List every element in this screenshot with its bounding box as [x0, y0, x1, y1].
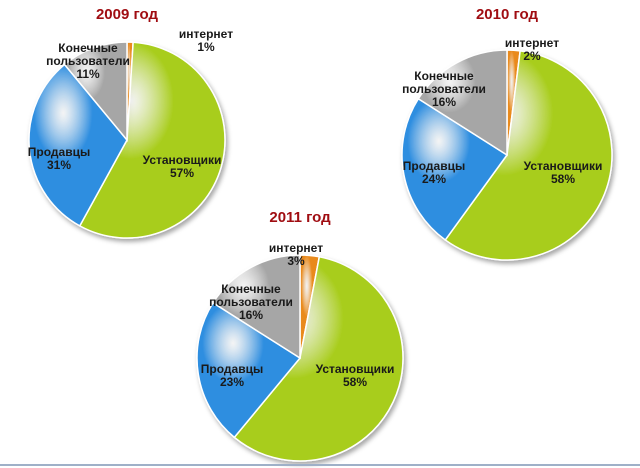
slice-label-installers: Установщики 58% [316, 362, 395, 389]
chart-title: 2010 год [476, 6, 539, 23]
pie-slice-end_users [417, 49, 508, 157]
pie-slice-installers [233, 255, 404, 462]
slice-label-internet: интернет 1% [179, 27, 233, 54]
pie-slice-installers [444, 49, 613, 261]
pie-slice-installers [78, 41, 226, 239]
slice-label-sellers: Продавцы 24% [403, 159, 465, 186]
slice-label-internet: интернет 3% [269, 241, 323, 268]
slice-label-end_users: Конечные пользователи 16% [209, 282, 293, 322]
pie-slice-sellers [28, 63, 128, 227]
pie-chart-3: 2011 год интернет 3% Установщики 58% Продавцы… [196, 209, 404, 462]
bottom-divider [0, 464, 640, 466]
slice-label-end_users: Конечные пользователи 16% [402, 69, 486, 109]
slice-label-internet: интернет 2% [505, 36, 559, 63]
chart-title: 2009 год [96, 6, 159, 23]
pie-chart-2: 2010 год интернет 2% Установщики 58% Продавцы… [401, 6, 613, 261]
pie-slice-sellers [401, 97, 509, 241]
slice-label-installers: Установщики 57% [143, 153, 222, 180]
pie-slice-end_users [63, 41, 128, 143]
pie-slice-sellers [196, 301, 302, 439]
pie-slice-end_users [211, 254, 301, 360]
slice-label-sellers: Продавцы 23% [201, 362, 263, 389]
pie-chart-1: 2009 год интернет 1% Установщики 57% Продавцы… [28, 6, 233, 239]
slice-label-installers: Установщики 58% [524, 159, 603, 186]
slice-label-sellers: Продавцы 31% [28, 145, 90, 172]
slice-label-end_users: Конечные пользователи 11% [46, 41, 130, 81]
chart-title: 2011 год [269, 209, 331, 226]
